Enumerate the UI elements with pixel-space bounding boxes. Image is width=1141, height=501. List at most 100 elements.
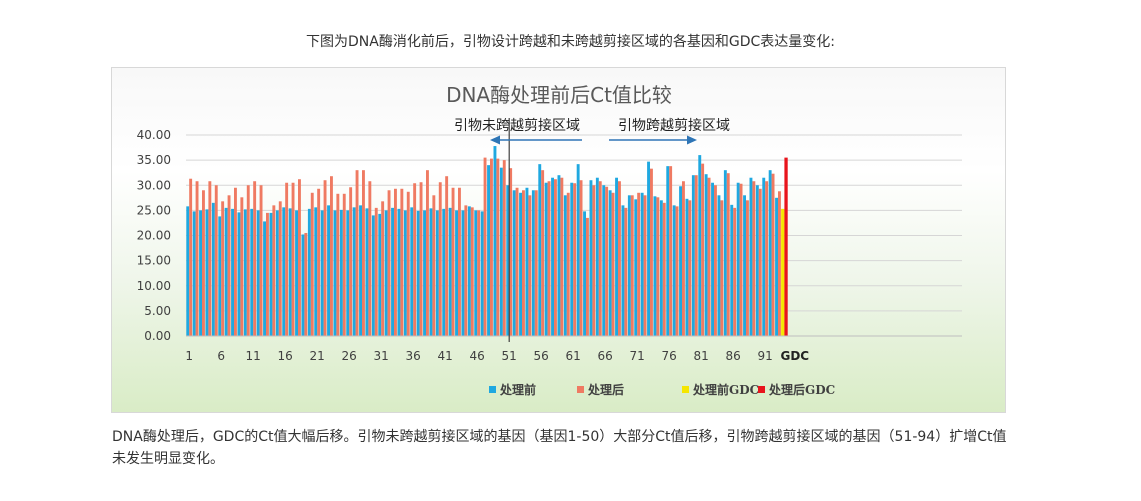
x-tick-label: 1 — [185, 349, 193, 363]
chart-figure: DNA酶处理前后Ct值比较 0.00 5.00 10.00 15.00 20.00 25.0… — [111, 67, 1006, 413]
bar-before — [602, 185, 606, 336]
bar-after — [298, 179, 301, 336]
bar-before — [282, 207, 286, 336]
bar-gdc-after — [784, 157, 788, 336]
bar-after — [688, 200, 692, 336]
bar-before — [704, 174, 708, 336]
bar-before — [327, 205, 330, 336]
bar-after — [381, 201, 385, 336]
x-tick-label: 71 — [630, 349, 645, 363]
bar-before — [250, 208, 254, 336]
bar-after — [592, 185, 596, 336]
bar-before — [493, 146, 497, 336]
legend-label: 处理后GDC — [768, 382, 835, 397]
x-tick-label: 91 — [758, 349, 773, 363]
bar-before — [301, 234, 305, 336]
bar-after — [266, 212, 269, 336]
bar-before — [474, 210, 478, 336]
bar-after — [394, 188, 397, 336]
legend-swatch — [577, 386, 584, 393]
bar-after — [253, 181, 257, 336]
bar-before — [589, 180, 593, 336]
x-tick-label: 26 — [342, 349, 357, 363]
chart-title: DNA酶处理前后Ct值比较 — [446, 83, 672, 107]
bar-before — [551, 177, 554, 336]
x-tick-label: 46 — [470, 349, 485, 363]
bar-before — [531, 190, 535, 336]
legend-swatch — [758, 386, 765, 393]
bar-gdc-before — [781, 208, 785, 336]
bar-after — [451, 187, 455, 336]
annotation-right-region: 引物跨越剪接区域 — [618, 117, 730, 134]
bar-before — [615, 177, 618, 336]
bar-before — [186, 206, 190, 336]
bar-before — [736, 182, 740, 336]
bar-after — [643, 195, 647, 336]
bar-after — [752, 181, 756, 336]
x-tick-label: 41 — [438, 349, 453, 363]
y-tick-label: 0.00 — [144, 329, 171, 343]
bar-before — [429, 208, 433, 336]
legend-label: 处理前 — [499, 382, 536, 397]
bar-after — [669, 166, 673, 336]
bar-before — [333, 210, 337, 336]
bar-after — [701, 163, 705, 336]
bar-before — [691, 175, 695, 336]
x-tick-label: 61 — [566, 349, 581, 363]
bar-after — [374, 207, 378, 336]
bar-after — [605, 186, 609, 336]
bar-after — [746, 200, 749, 336]
bar-after — [547, 181, 551, 336]
bar-after — [208, 181, 212, 336]
bar-before — [723, 170, 727, 336]
bar-after — [426, 170, 429, 336]
legend-label: 处理前GDC — [692, 382, 759, 397]
x-tick-label: 86 — [726, 349, 741, 363]
x-tick-label: 66 — [598, 349, 613, 363]
bar-before — [371, 215, 375, 336]
bar-before — [487, 165, 490, 336]
bar-after — [554, 179, 557, 336]
y-tick-label: 5.00 — [144, 304, 171, 318]
bar-after — [304, 232, 308, 336]
bar-before — [525, 187, 529, 336]
bar-after — [733, 207, 737, 336]
bar-after — [387, 190, 391, 336]
bar-before — [295, 210, 298, 336]
bar-before — [755, 185, 759, 336]
bar-before — [730, 204, 734, 336]
bar-after — [272, 205, 276, 336]
bar-before — [416, 210, 420, 336]
bar-before — [627, 195, 631, 336]
bar-after — [362, 170, 365, 336]
bar-after — [522, 190, 525, 336]
bar-after — [618, 181, 621, 336]
bar-before — [237, 212, 241, 336]
y-tick-label: 35.00 — [137, 153, 171, 167]
bar-after — [656, 197, 660, 336]
annotation-left-region: 引物未跨越剪接区域 — [454, 117, 580, 134]
bar-after — [630, 195, 634, 336]
bar-before — [717, 195, 721, 336]
bar-after — [246, 185, 250, 336]
bar-after — [349, 187, 353, 336]
bar-before — [621, 205, 625, 336]
bar-before — [205, 209, 209, 336]
bar-after — [189, 178, 193, 336]
bar-before — [762, 177, 766, 336]
bar-before — [711, 182, 714, 336]
bar-after — [278, 201, 282, 336]
bar-after — [566, 192, 570, 336]
bar-before — [256, 210, 260, 336]
bar-after — [682, 181, 685, 336]
bar-after — [310, 192, 314, 336]
bar-before — [391, 207, 394, 336]
bar-before — [314, 207, 318, 336]
bar-before — [640, 192, 644, 336]
bar-before — [192, 211, 196, 336]
bar-after — [720, 200, 724, 336]
bar-before — [410, 207, 414, 336]
bar-after — [694, 175, 698, 336]
bar-after — [515, 187, 519, 336]
bar-after — [662, 202, 666, 336]
